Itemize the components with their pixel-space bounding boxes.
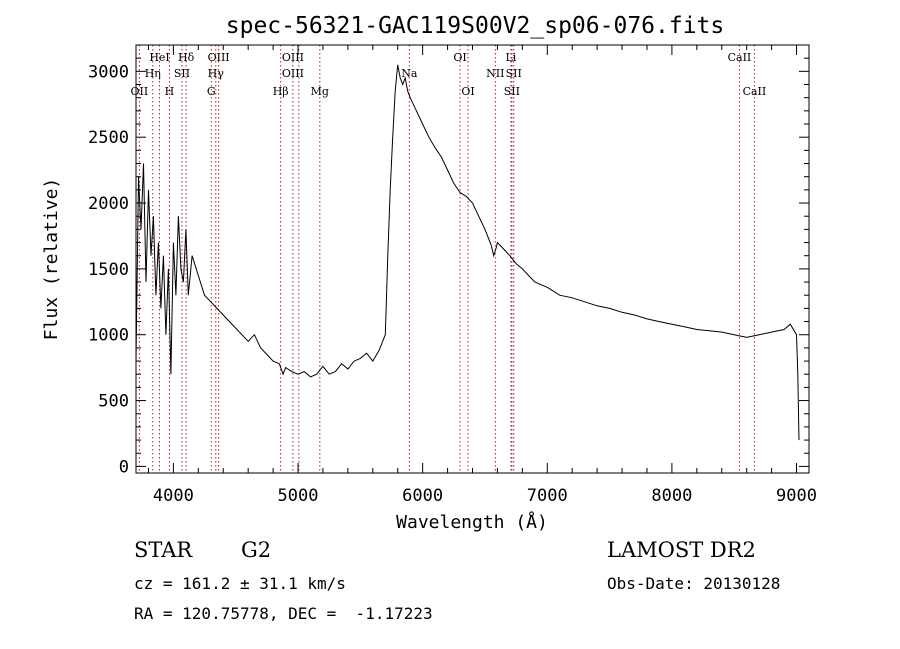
y-tick-label-2: 1000 (88, 326, 129, 346)
x-tick-label-1: 5000 (278, 486, 319, 506)
line-label-6: CaII (728, 51, 752, 64)
line-label-8: SII (174, 67, 190, 80)
axes: 4000 5000 6000 7000 8000 9000 0 500 1000 1500 2000… (88, 45, 817, 506)
y-tick-label-0: 0 (119, 457, 129, 477)
y-tick-label-6: 3000 (88, 62, 129, 82)
x-tick-label-5: 9000 (776, 486, 817, 506)
y-tick-label-4: 2000 (88, 194, 129, 214)
plot-frame (135, 44, 810, 474)
class-label: STAR (134, 538, 193, 562)
y-tick-label-1: 500 (98, 392, 129, 412)
x-tick-label-2: 6000 (402, 486, 443, 506)
obs-date: Obs-Date: 20130128 (607, 574, 781, 593)
line-label-10: OIII (282, 67, 304, 80)
line-label-14: OII (131, 85, 149, 98)
x-tick-label-3: 7000 (527, 486, 568, 506)
y-tick-label-5: 2500 (88, 128, 129, 148)
line-label-17: Hβ (273, 85, 289, 98)
line-label-15: H (165, 85, 175, 98)
x-tick-label-0: 4000 (153, 486, 194, 506)
line-label-3: OIII (282, 51, 304, 64)
series-layer (135, 64, 800, 441)
line-label-1: Hδ (178, 51, 195, 64)
line-label-16: G (207, 85, 216, 98)
line-label-7: Hη (145, 67, 161, 80)
line-label-13: SII (506, 67, 522, 80)
line-label-5: Li (505, 51, 516, 64)
cz-value: cz = 161.2 ± 31.1 km/s (134, 574, 346, 593)
line-label-4: OI (453, 51, 466, 64)
chart-title: spec-56321-GAC119S00V2_sp06-076.fits (226, 13, 725, 39)
survey-label: LAMOST DR2 (607, 538, 756, 562)
spectrum-series-0 (135, 64, 800, 441)
x-tick-label-4: 8000 (651, 486, 692, 506)
line-label-20: SII (504, 85, 520, 98)
line-label-9: Hγ (208, 67, 225, 80)
coordinates: RA = 120.75778, DEC = -1.17223 (134, 604, 433, 623)
line-label-0: HeI (149, 51, 169, 64)
x-axis-label: Wavelength (Å) (396, 511, 548, 533)
line-label-18: Mg (311, 85, 329, 98)
line-label-21: CaII (743, 85, 767, 98)
line-label-2: OIII (208, 51, 230, 64)
line-label-11: Na (401, 67, 418, 80)
subclass-label: G2 (241, 538, 272, 562)
line-label-12: NII (486, 67, 504, 80)
y-axis-label: Flux (relative) (41, 178, 62, 341)
line-label-19: OI (461, 85, 474, 98)
y-tick-label-3: 1500 (88, 260, 129, 280)
